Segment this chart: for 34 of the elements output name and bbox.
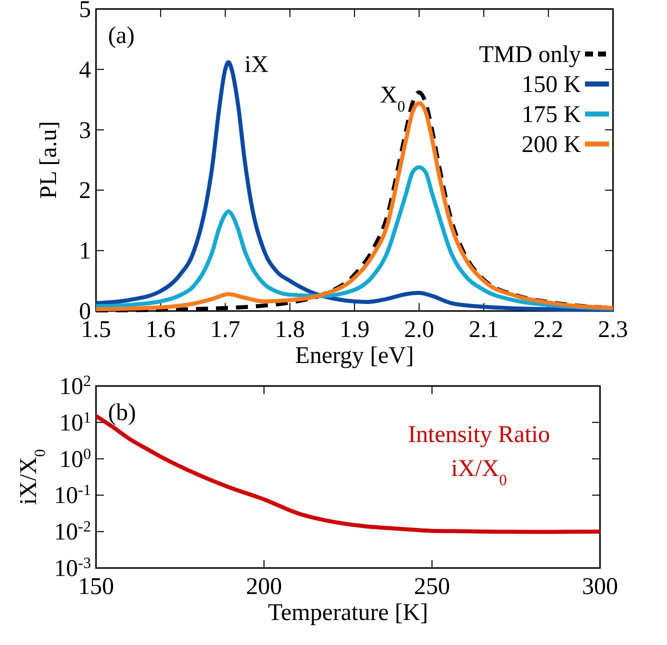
x-tick-label: 1.9 — [340, 317, 370, 343]
y-tick-label: 5 — [79, 0, 91, 23]
legend-label: 150 K — [522, 72, 582, 98]
y-tick-label: 1 — [79, 238, 91, 265]
legend-label: 175 K — [522, 102, 582, 128]
x-tick-label: 1.7 — [210, 317, 240, 343]
annotation: X$_{0}$ — [380, 82, 406, 115]
legend-label: 200 K — [522, 132, 582, 158]
annotation: (b) — [108, 400, 136, 426]
x-tick-label: 300 — [582, 574, 618, 600]
annotation: (a) — [108, 23, 135, 49]
y-axis-title: PL [a.u] — [36, 121, 62, 199]
y-tick-label: 4 — [79, 57, 91, 84]
y-tick-label: 2 — [79, 178, 91, 204]
x-tick-label: 1.8 — [274, 317, 305, 343]
annotation: iX — [244, 52, 268, 78]
y-tick-label: 10$^{-1}$ — [54, 482, 91, 510]
x-tick-label: 2.3 — [598, 317, 628, 343]
legend-label: TMD only — [479, 42, 581, 68]
y-tick-label: 10$^{0}$ — [59, 445, 92, 473]
x-axis-title: Temperature [K] — [268, 600, 428, 626]
x-axis-title: Energy [eV] — [295, 343, 414, 369]
x-tick-label: 1.6 — [146, 317, 176, 343]
x-tick-label: 250 — [414, 574, 450, 600]
line-series — [96, 165, 613, 311]
y-tick-label: 3 — [79, 118, 91, 144]
x-tick-label: 2.2 — [533, 317, 564, 343]
y-tick-label: 10$^{-2}$ — [54, 518, 91, 546]
x-tick-label: 2.0 — [404, 317, 434, 343]
x-tick-label: 2.1 — [468, 317, 499, 343]
series-label: Intensity Ratio iX/X$_{0}$ — [408, 422, 550, 488]
x-tick-label: 200 — [246, 574, 282, 600]
y-tick-label: 10$^{1}$ — [59, 408, 91, 436]
y-tick-label: 10$^{2}$ — [59, 372, 91, 400]
